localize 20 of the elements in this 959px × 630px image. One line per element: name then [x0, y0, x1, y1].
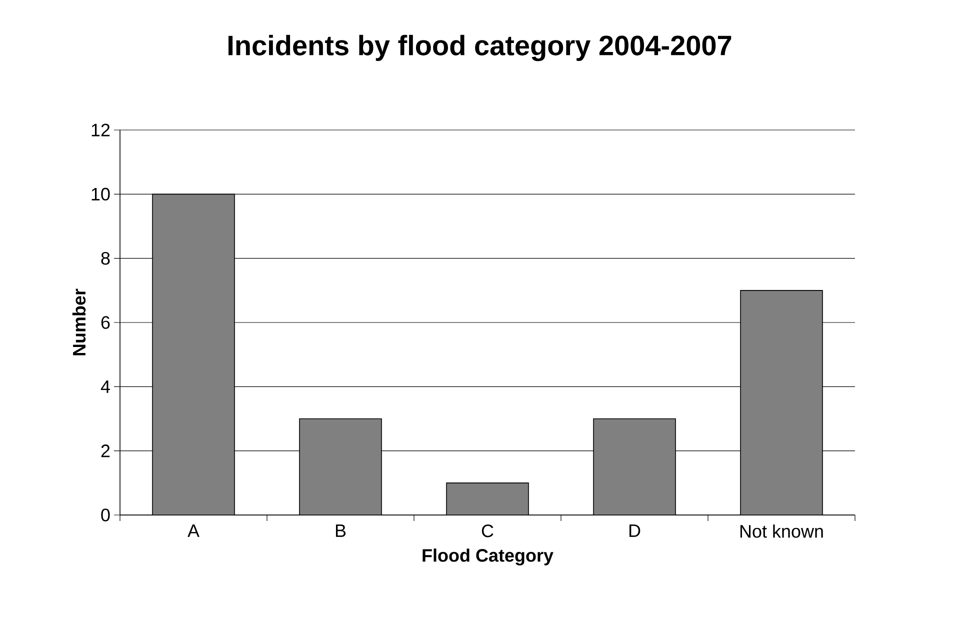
y-tick-label: 10: [92, 188, 110, 201]
x-tick-label: D: [629, 524, 640, 537]
x-tick-label: A: [188, 524, 200, 537]
bar: [300, 418, 382, 515]
bar: [152, 194, 235, 515]
y-tick-label: 4: [100, 380, 110, 393]
chart-title: Incidents by flood category 2004-2007: [228, 34, 732, 62]
y-tick-label: 0: [101, 508, 110, 522]
y-axis-title: Number: [72, 288, 86, 356]
x-tick-label: Not known: [740, 524, 823, 538]
y-tick-label: 6: [101, 316, 110, 329]
y-tick-label: 2: [101, 444, 110, 458]
bar: [446, 482, 529, 515]
y-tick-label: 12: [92, 124, 110, 136]
x-axis-title: Flood Category: [422, 548, 554, 566]
bar: [594, 418, 676, 515]
y-tick-label: 8: [101, 252, 110, 265]
x-tick-label: B: [336, 524, 346, 537]
bar: [740, 290, 823, 515]
x-tick-label: C: [482, 524, 494, 538]
